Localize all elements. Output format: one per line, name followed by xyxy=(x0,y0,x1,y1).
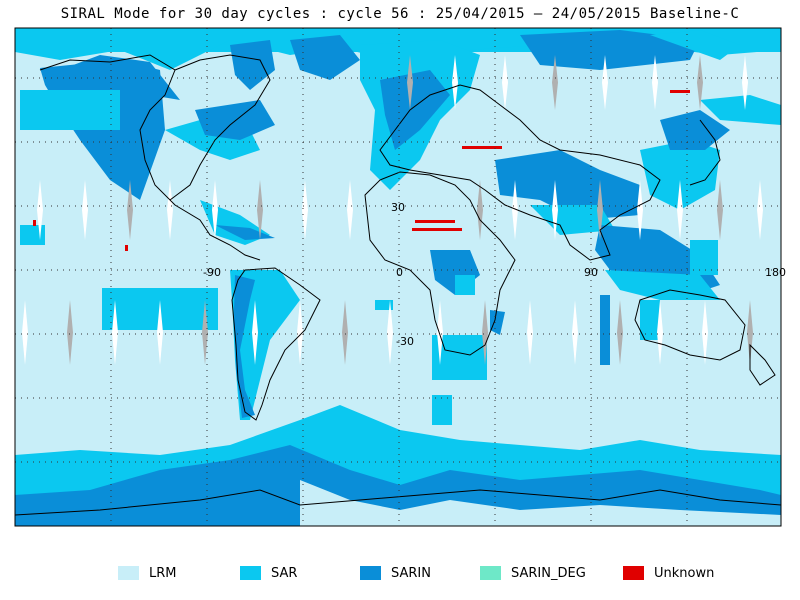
track-gap xyxy=(112,300,118,365)
legend-swatch-unknown xyxy=(623,566,644,580)
track-gap xyxy=(82,180,88,240)
north-america-zone xyxy=(20,60,275,245)
legend-swatch-sarin xyxy=(360,566,381,580)
legend-item-unknown: Unknown xyxy=(623,564,714,582)
legend-item-sarin: SARIN xyxy=(360,564,431,582)
track-gap xyxy=(477,180,483,240)
track-gap xyxy=(452,55,458,110)
track-gap xyxy=(637,180,643,240)
track-gap xyxy=(387,300,393,365)
track-gap xyxy=(757,180,763,240)
track-gap xyxy=(717,180,723,240)
track-gap xyxy=(127,180,133,240)
eurasia-zone xyxy=(360,40,730,300)
track-gap xyxy=(257,180,263,240)
lon-label-90: 90 xyxy=(584,266,598,279)
track-gap xyxy=(347,180,353,240)
legend-label-sarin: SARIN xyxy=(391,565,431,581)
lon-label-180: 180 xyxy=(765,266,786,279)
track-gap xyxy=(502,55,508,110)
track-gap xyxy=(512,180,518,240)
legend-label-unknown: Unknown xyxy=(654,565,715,581)
antarctic-zone xyxy=(15,405,781,526)
track-gaps xyxy=(22,55,763,365)
legend-label-sarin-deg: SARIN_DEG xyxy=(511,565,586,581)
africa-zone xyxy=(375,250,505,425)
track-gap xyxy=(697,55,703,110)
track-gap xyxy=(167,180,173,240)
track-gap xyxy=(572,300,578,365)
lon-label-0: 0 xyxy=(396,266,403,279)
track-gap xyxy=(602,55,608,110)
track-gap xyxy=(657,300,663,365)
track-gap xyxy=(302,180,308,240)
track-gap xyxy=(677,180,683,240)
track-gap xyxy=(617,300,623,365)
track-gap xyxy=(527,300,533,365)
track-gap xyxy=(742,55,748,110)
lat-label-30: 30 xyxy=(391,201,405,214)
track-gap xyxy=(652,55,658,110)
track-gap xyxy=(437,300,443,365)
track-gap xyxy=(482,300,488,365)
track-gap xyxy=(702,300,708,365)
track-gap xyxy=(22,300,28,365)
track-gap xyxy=(297,300,303,365)
coastlines xyxy=(15,54,781,516)
track-gap xyxy=(157,300,163,365)
track-gap xyxy=(37,180,43,240)
track-gap xyxy=(747,300,753,365)
legend-swatch-lrm xyxy=(118,566,139,580)
legend-item-sar: SAR xyxy=(240,564,297,582)
track-gap xyxy=(67,300,73,365)
track-gap xyxy=(212,180,218,240)
map-title: SIRAL Mode for 30 day cycles : cycle 56 … xyxy=(60,6,740,22)
track-gap xyxy=(552,180,558,240)
lon-label-minus90: -90 xyxy=(203,266,221,279)
legend-label-sar: SAR xyxy=(271,565,298,581)
australia-zone xyxy=(600,295,660,365)
legend-swatch-sarin-deg xyxy=(480,566,501,580)
legend-swatch-sar xyxy=(240,566,261,580)
map-frame xyxy=(14,27,782,527)
legend: LRM SAR SARIN SARIN_DEG Unknown xyxy=(0,564,800,584)
legend-item-lrm: LRM xyxy=(118,564,177,582)
unknown-marks xyxy=(33,90,690,251)
lat-label-minus30: -30 xyxy=(396,335,414,348)
track-gap xyxy=(407,55,413,110)
legend-label-lrm: LRM xyxy=(149,565,177,581)
track-gap xyxy=(252,300,258,365)
legend-item-sarin-deg: SARIN_DEG xyxy=(480,564,586,582)
track-gap xyxy=(552,55,558,110)
track-gap xyxy=(597,180,603,240)
track-gap xyxy=(342,300,348,365)
south-america-zone xyxy=(102,270,300,420)
